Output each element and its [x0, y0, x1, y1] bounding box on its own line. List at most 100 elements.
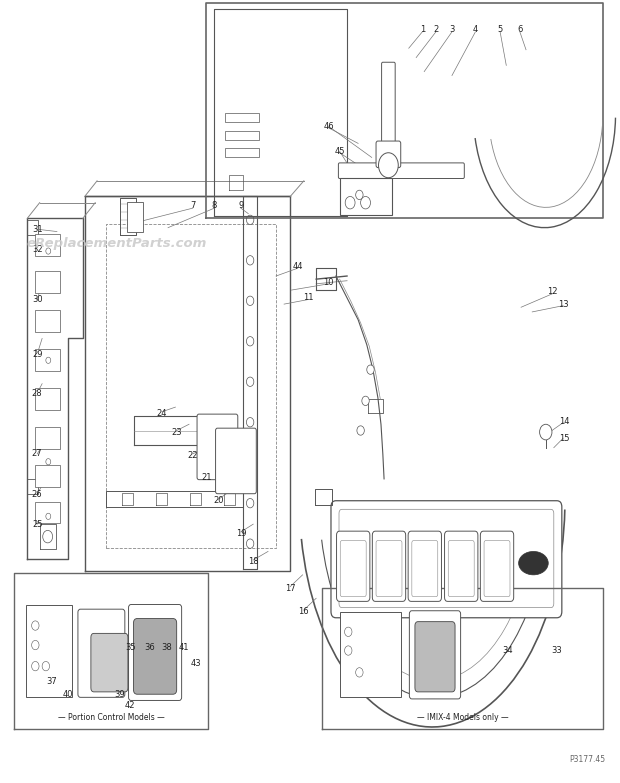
FancyBboxPatch shape — [339, 163, 464, 179]
Circle shape — [345, 646, 352, 655]
FancyBboxPatch shape — [339, 509, 554, 608]
Text: 11: 11 — [304, 294, 314, 302]
Circle shape — [539, 424, 552, 440]
Text: 39: 39 — [115, 690, 125, 698]
Text: 23: 23 — [171, 428, 182, 437]
Text: 45: 45 — [334, 146, 345, 156]
Text: 16: 16 — [298, 607, 309, 616]
FancyBboxPatch shape — [91, 633, 128, 692]
Circle shape — [379, 153, 398, 178]
Circle shape — [367, 365, 374, 374]
FancyBboxPatch shape — [340, 178, 392, 215]
Text: 9: 9 — [238, 201, 244, 211]
Circle shape — [362, 396, 370, 406]
FancyBboxPatch shape — [412, 540, 438, 597]
FancyBboxPatch shape — [373, 531, 405, 601]
Text: 22: 22 — [187, 451, 198, 460]
Circle shape — [43, 530, 53, 543]
FancyBboxPatch shape — [376, 141, 401, 168]
Text: 2: 2 — [433, 25, 438, 34]
Text: 13: 13 — [558, 300, 569, 309]
Text: 4: 4 — [473, 25, 478, 34]
Text: 5: 5 — [497, 25, 503, 34]
Circle shape — [361, 197, 371, 209]
FancyBboxPatch shape — [216, 428, 256, 494]
Text: 42: 42 — [125, 701, 135, 709]
Circle shape — [32, 640, 39, 650]
FancyBboxPatch shape — [197, 414, 238, 480]
Text: 36: 36 — [144, 643, 155, 652]
Text: 40: 40 — [63, 690, 73, 698]
Text: 24: 24 — [157, 409, 167, 418]
Text: 17: 17 — [285, 583, 296, 593]
Text: 28: 28 — [32, 388, 43, 398]
FancyBboxPatch shape — [340, 540, 366, 597]
Text: — Portion Control Models —: — Portion Control Models — — [58, 713, 164, 722]
Text: 31: 31 — [32, 225, 43, 233]
Ellipse shape — [518, 551, 548, 575]
Text: 15: 15 — [559, 434, 570, 443]
Circle shape — [345, 627, 352, 637]
Bar — [35, 234, 60, 256]
FancyBboxPatch shape — [445, 531, 478, 601]
FancyBboxPatch shape — [381, 62, 395, 157]
Bar — [35, 501, 60, 523]
Text: 30: 30 — [32, 295, 43, 304]
Circle shape — [356, 668, 363, 677]
Bar — [35, 272, 60, 293]
Bar — [225, 148, 259, 157]
Text: 44: 44 — [293, 262, 303, 271]
FancyBboxPatch shape — [127, 202, 143, 232]
Bar — [35, 310, 60, 332]
Text: 37: 37 — [46, 677, 58, 686]
FancyBboxPatch shape — [480, 531, 514, 601]
FancyBboxPatch shape — [484, 540, 510, 597]
Text: 18: 18 — [248, 557, 259, 566]
Bar — [35, 388, 60, 410]
Text: 26: 26 — [32, 490, 43, 499]
Text: 34: 34 — [502, 646, 513, 655]
Circle shape — [356, 190, 363, 200]
FancyBboxPatch shape — [448, 540, 474, 597]
Text: 10: 10 — [323, 278, 334, 287]
Text: 12: 12 — [547, 287, 557, 296]
Bar — [225, 131, 259, 140]
Bar — [35, 428, 60, 449]
Text: 19: 19 — [236, 529, 246, 538]
Text: 6: 6 — [517, 25, 523, 34]
Text: 41: 41 — [178, 643, 188, 652]
Text: 43: 43 — [190, 659, 201, 668]
FancyBboxPatch shape — [26, 605, 73, 698]
Text: eReplacementParts.com: eReplacementParts.com — [26, 236, 206, 250]
Text: 3: 3 — [450, 25, 454, 34]
FancyBboxPatch shape — [408, 531, 441, 601]
FancyBboxPatch shape — [133, 619, 177, 695]
Circle shape — [32, 662, 39, 671]
Text: 32: 32 — [32, 245, 43, 254]
FancyBboxPatch shape — [409, 611, 461, 699]
Bar — [225, 113, 259, 122]
Text: 38: 38 — [161, 643, 172, 652]
FancyBboxPatch shape — [337, 531, 370, 601]
Circle shape — [357, 426, 365, 435]
Bar — [35, 465, 60, 487]
Text: 46: 46 — [323, 121, 334, 131]
Text: 7: 7 — [190, 201, 195, 211]
Circle shape — [345, 197, 355, 209]
Circle shape — [42, 662, 50, 671]
FancyBboxPatch shape — [128, 604, 182, 701]
Text: 33: 33 — [552, 646, 562, 655]
Text: — IMIX-4 Models only —: — IMIX-4 Models only — — [417, 713, 508, 722]
Circle shape — [32, 621, 39, 630]
Text: 1: 1 — [420, 25, 425, 34]
Text: 35: 35 — [126, 643, 136, 652]
FancyBboxPatch shape — [331, 501, 562, 618]
FancyBboxPatch shape — [415, 622, 455, 692]
Text: P3177.45: P3177.45 — [569, 756, 605, 764]
Text: 21: 21 — [201, 473, 211, 482]
Text: 25: 25 — [32, 520, 42, 529]
Text: 8: 8 — [211, 201, 217, 211]
Text: 29: 29 — [32, 349, 42, 359]
FancyBboxPatch shape — [340, 612, 401, 698]
Text: 27: 27 — [32, 449, 43, 458]
